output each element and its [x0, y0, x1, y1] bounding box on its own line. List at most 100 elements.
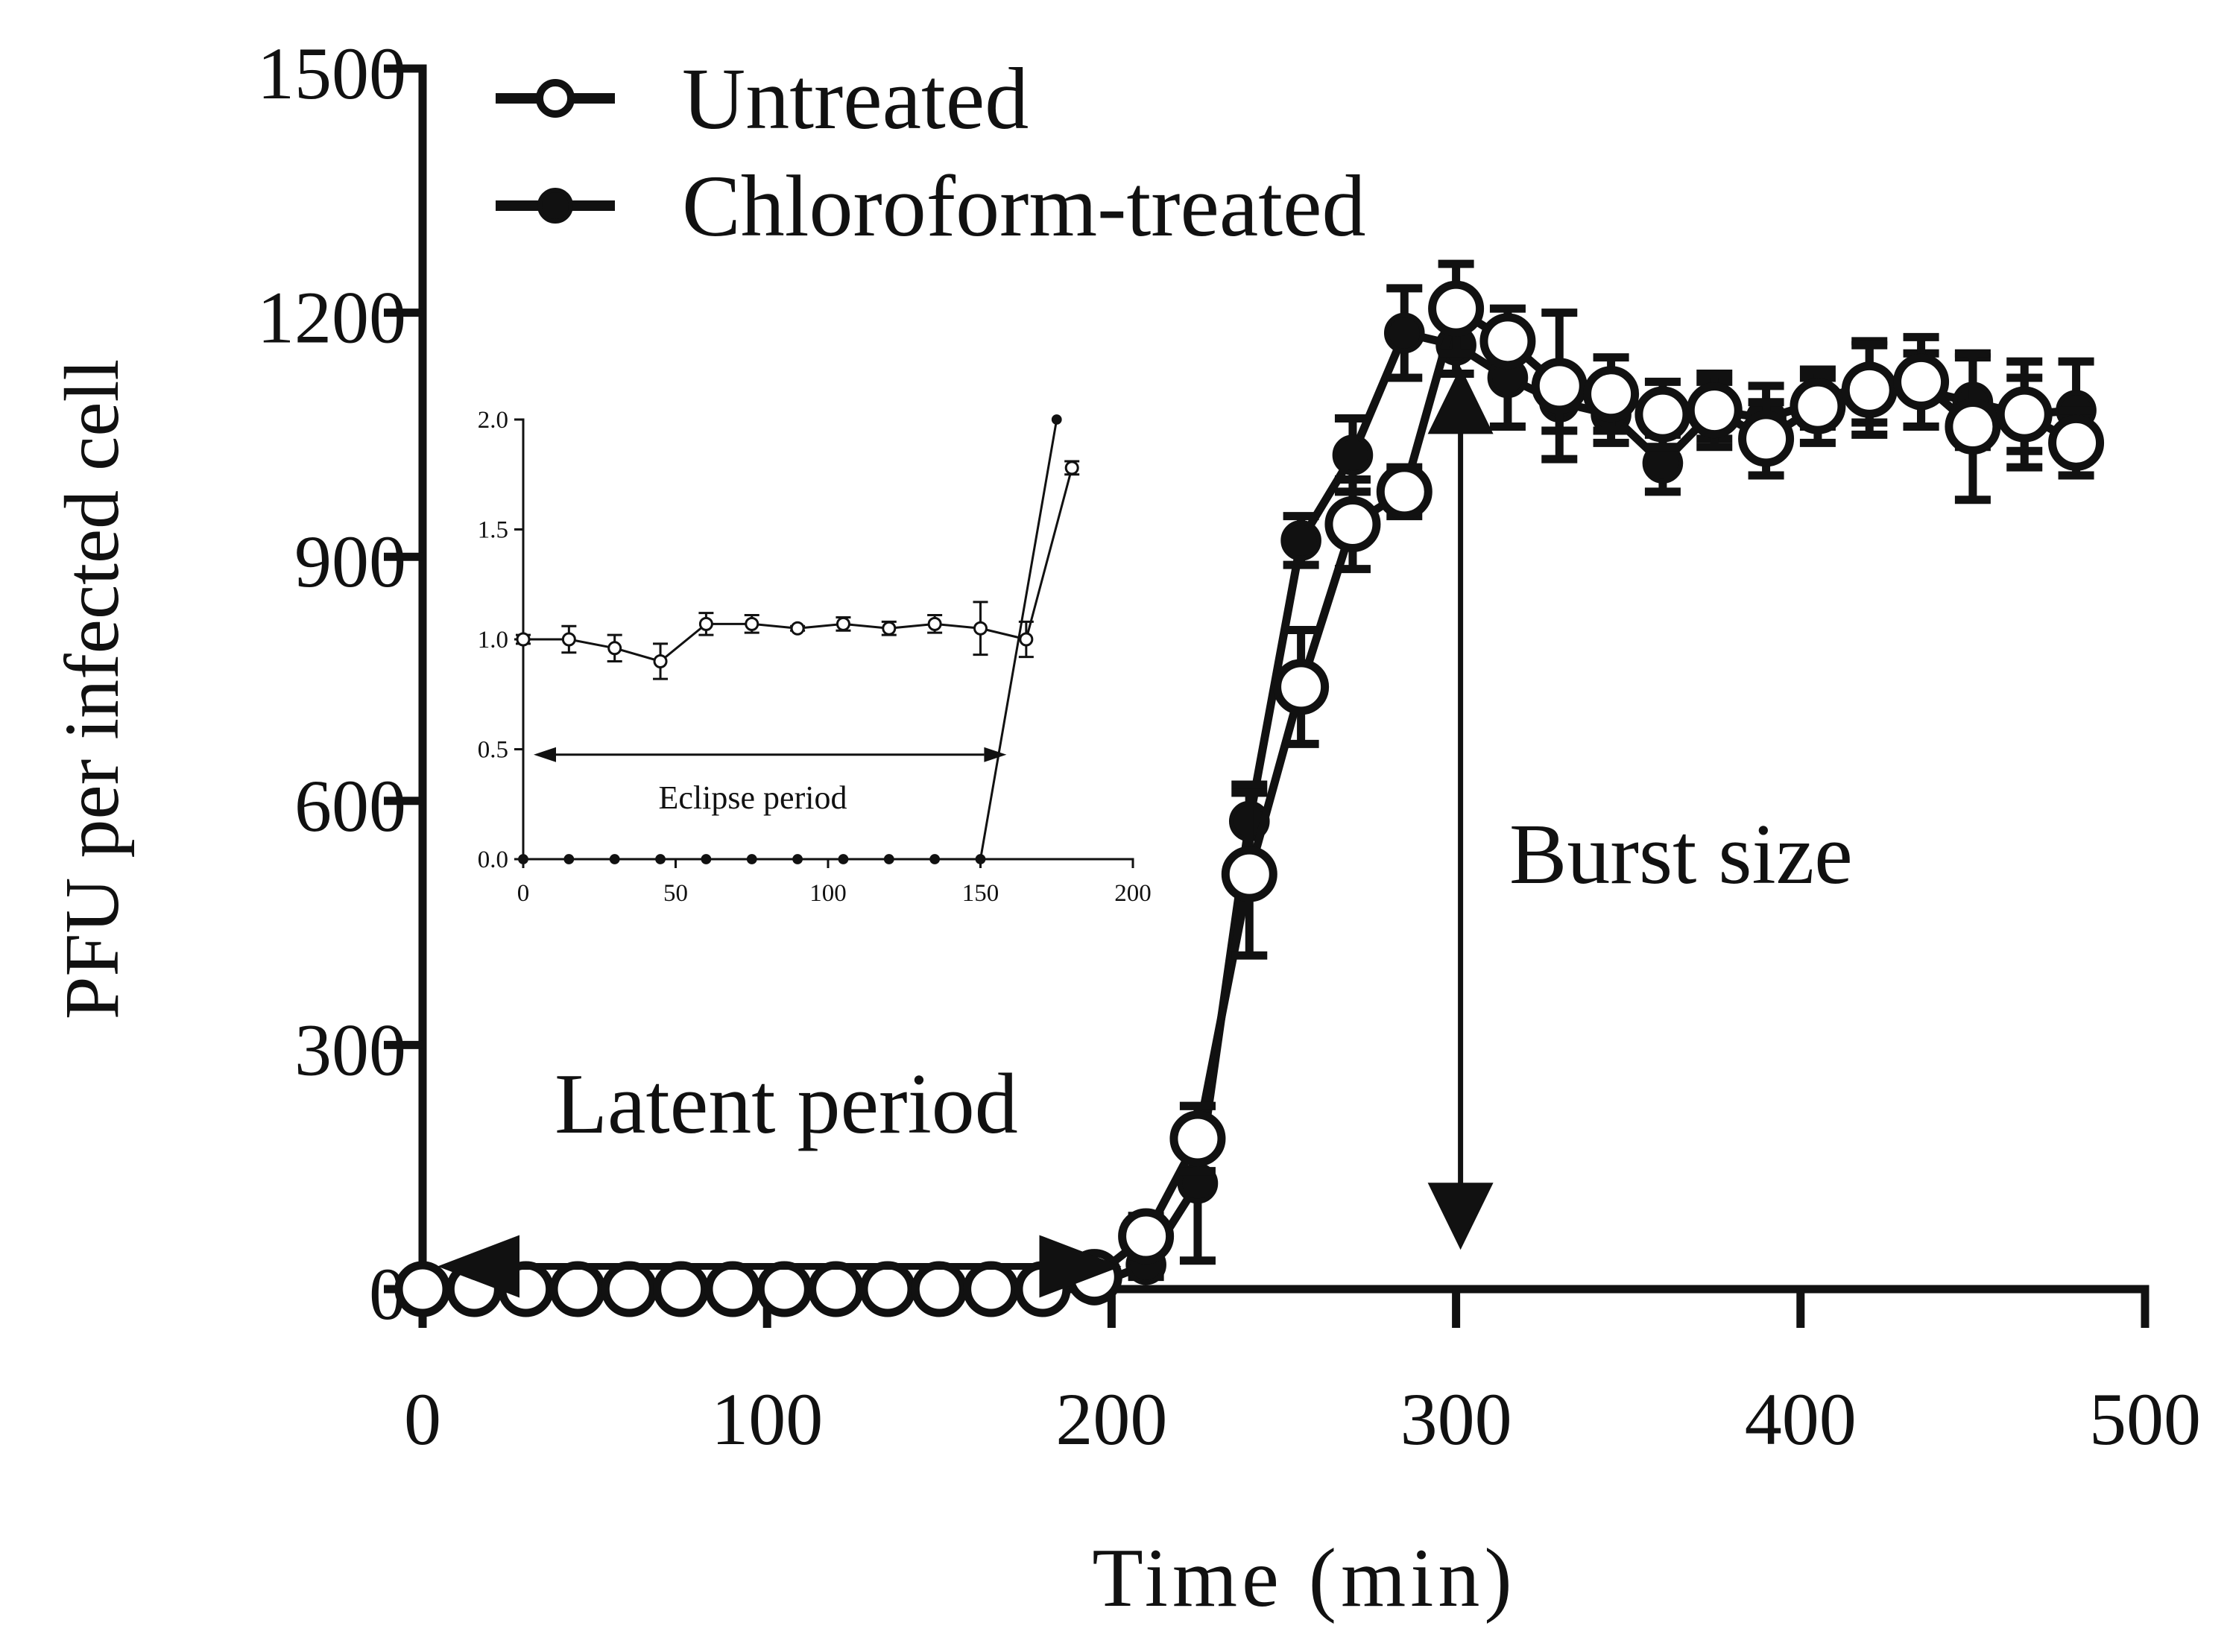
main-untreated-point — [859, 1261, 916, 1317]
inset-chloroform-point — [975, 854, 986, 864]
main-untreated-point — [1273, 659, 1330, 715]
main-untreated-point — [756, 1261, 812, 1317]
main-untreated-point — [549, 1261, 606, 1317]
main-series-group — [394, 259, 2105, 1317]
inset-y-tick-label: 0.5 — [478, 737, 508, 764]
inset-y-tick-label: 0.0 — [478, 846, 508, 873]
inset-chloroform-point — [609, 854, 620, 864]
main-untreated-point — [704, 1261, 761, 1317]
latent-period-arrow-left-head — [438, 1235, 519, 1298]
main-untreated-point — [911, 1261, 967, 1317]
main-untreated-point — [1479, 313, 1536, 370]
latent-period-label: Latent period — [555, 1057, 1018, 1152]
inset-chloroform-point — [1051, 414, 1062, 425]
inset-untreated-point — [653, 654, 668, 668]
main-untreated-point — [963, 1261, 1020, 1317]
main-untreated-point — [808, 1261, 865, 1317]
main-x-tick-label: 200 — [1055, 1378, 1167, 1460]
main-y-tick-label: 1500 — [257, 32, 406, 115]
y-axis-label: PFU per infected cell — [49, 359, 135, 1020]
main-untreated-point — [1634, 386, 1691, 443]
inset-series-group — [516, 414, 1080, 864]
inset-untreated-point — [1064, 461, 1079, 475]
main-x-tick-label: 0 — [404, 1378, 441, 1460]
main-untreated-point — [1996, 386, 2053, 443]
inset-untreated-point — [836, 616, 850, 631]
main-untreated-point — [2048, 414, 2105, 471]
burst-size-arrow-bottom-head — [1427, 1183, 1494, 1250]
main-y-tick-label: 600 — [294, 765, 406, 847]
inset-x-tick-label: 0 — [517, 880, 530, 907]
inset-untreated-point — [745, 616, 759, 631]
inset-untreated-point — [790, 621, 805, 636]
eclipse-period-arrow-right-head — [984, 747, 1007, 762]
eclipse-period-arrow-left-head — [534, 747, 556, 762]
inset-chloroform-point — [929, 854, 941, 864]
inset-y-tick-label: 2.0 — [478, 407, 508, 434]
main-untreated-point — [1738, 411, 1795, 467]
eclipse-period-label: Eclipse period — [659, 779, 847, 816]
inset-chloroform-point — [792, 854, 803, 864]
inset-chloroform-point — [655, 854, 666, 864]
inset-y-tick-label: 1.5 — [478, 517, 508, 544]
main-untreated-point — [1790, 378, 1846, 434]
inset-x-tick-label: 100 — [809, 880, 847, 907]
main-untreated-point — [1893, 353, 1950, 410]
inset-untreated-point — [516, 632, 531, 647]
inset-chloroform-line — [523, 419, 1058, 861]
x-axis-label: Time (min) — [1092, 1532, 1516, 1624]
burst-size-arrow-top-head — [1427, 367, 1494, 434]
main-untreated-point — [1324, 496, 1381, 553]
main-y-tick-label: 1200 — [257, 276, 406, 359]
main-axes-group: 0 100 200 300 400 500 0 300 600 900 1200 1500 — [257, 32, 2201, 1460]
inset-chloroform-point — [746, 854, 757, 864]
main-untreated-point — [1221, 846, 1277, 902]
inset-x-tick-label: 150 — [962, 880, 999, 907]
main-x-tick-label: 500 — [2089, 1378, 2201, 1460]
inset-untreated-point — [698, 616, 713, 631]
legend: Untreated Chloroform-treated — [496, 50, 1365, 255]
main-x-tick-label: 100 — [711, 1378, 823, 1460]
main-chloroform-point — [1280, 520, 1321, 561]
main-x-tick-label: 400 — [1745, 1378, 1857, 1460]
legend-untreated-label: Untreated — [682, 50, 1029, 148]
main-untreated-point — [1841, 361, 1898, 418]
main-y-tick-label: 300 — [294, 1008, 406, 1091]
main-untreated-point — [1686, 382, 1743, 439]
main-untreated-point — [601, 1261, 657, 1317]
inset-chloroform-point — [838, 854, 849, 864]
main-chloroform-point — [1332, 434, 1374, 476]
latent-period-arrow-right-head — [1039, 1235, 1122, 1298]
inset-chloroform-point — [563, 854, 575, 864]
inset-untreated-point — [561, 632, 576, 647]
inset-y-tick-label: 1.0 — [478, 627, 508, 653]
inset-chloroform-point — [701, 854, 712, 864]
main-untreated-point — [1118, 1208, 1175, 1265]
inset-chart: 0 50 100 150 200 0.0 0.5 1.0 1.5 2.0 — [478, 407, 1152, 907]
inset-untreated-point — [882, 621, 897, 636]
main-untreated-point — [1428, 280, 1485, 337]
inset-untreated-point — [973, 621, 988, 636]
inset-x-tick-label: 200 — [1114, 880, 1152, 907]
inset-untreated-point — [1019, 632, 1034, 647]
burst-size-label: Burst size — [1509, 807, 1853, 902]
main-untreated-point — [1945, 398, 2001, 455]
main-x-tick-label: 300 — [1400, 1378, 1512, 1460]
main-untreated-point — [653, 1261, 710, 1317]
inset-untreated-point — [927, 616, 942, 631]
inset-x-tick-label: 50 — [663, 880, 688, 907]
main-untreated-point — [1169, 1110, 1226, 1167]
main-untreated-point — [1583, 366, 1640, 423]
main-untreated-point — [1531, 358, 1588, 414]
inset-chloroform-point — [518, 854, 528, 864]
main-annotations-group: Latent period Burst size — [438, 367, 1853, 1298]
main-untreated-point — [394, 1261, 451, 1317]
inset-chloroform-point — [883, 854, 894, 864]
legend-chloroform-label: Chloroform-treated — [682, 157, 1365, 255]
legend-chloroform-marker — [537, 188, 573, 224]
main-chloroform-point — [1383, 312, 1425, 354]
inset-untreated-point — [607, 641, 622, 656]
main-y-tick-label: 900 — [294, 520, 406, 603]
